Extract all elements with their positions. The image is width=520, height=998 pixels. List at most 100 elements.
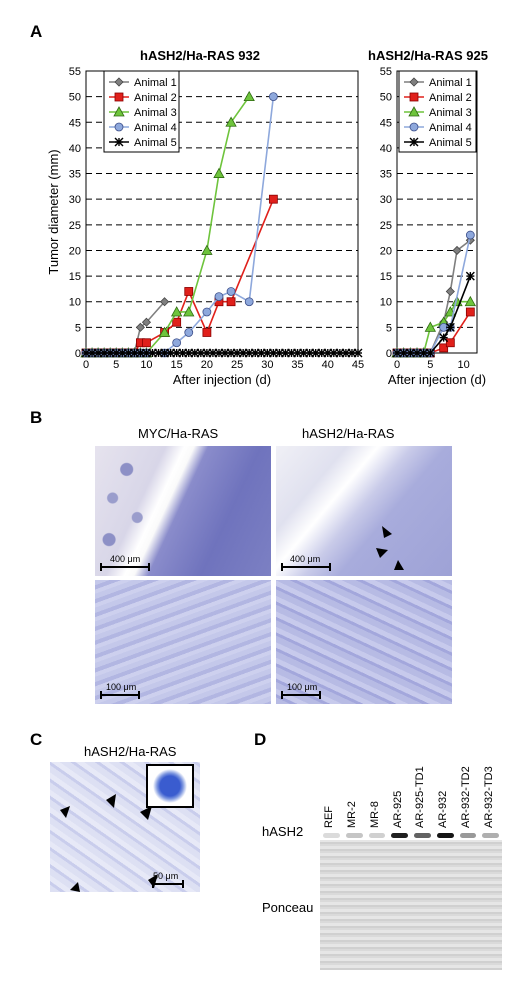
y-tick-label: 10 (69, 297, 81, 309)
series-point-2 (184, 287, 194, 296)
series-point-4 (184, 328, 194, 337)
y-tick-label: 0 (386, 348, 392, 360)
scalebar-400-left-label: 400 μm (110, 554, 141, 564)
series-point-2 (142, 338, 151, 348)
legend-label: Animal 3 (134, 107, 177, 119)
x-tick-label: 20 (201, 359, 213, 371)
inset-nucleus (146, 764, 194, 808)
series-point-3 (213, 167, 225, 178)
legend-label: Animal 2 (429, 92, 472, 104)
y-tick-label: 35 (69, 169, 81, 181)
y-tick-label: 30 (69, 194, 81, 206)
series-point-1 (445, 286, 455, 297)
series-point-2 (172, 317, 182, 327)
legend-marker (114, 122, 124, 132)
y-tick-label: 5 (75, 322, 81, 334)
micrograph-hash2-high (276, 580, 452, 704)
legend-label: Animal 2 (134, 92, 177, 104)
blot-band-label: hASH2 (262, 824, 304, 839)
y-tick-label: 20 (69, 245, 81, 257)
legend-marker (409, 92, 419, 102)
y-tick-label: 20 (380, 245, 392, 257)
series-point-2 (268, 194, 278, 204)
series-point-1 (452, 245, 462, 256)
series-point-3 (464, 295, 477, 307)
legend-label: Animal 5 (429, 137, 472, 149)
y-tick-label: 15 (69, 271, 81, 283)
y-tick-label: 5 (386, 322, 392, 334)
blot-membrane (320, 840, 502, 970)
panel-b-left-title: MYC/Ha-RAS (138, 426, 219, 441)
series-point-2 (439, 343, 449, 353)
x-tick-label: 5 (427, 359, 433, 371)
x-tick-label: 10 (458, 359, 470, 371)
legend-marker (409, 122, 419, 132)
x-tick-label: 45 (352, 359, 364, 371)
y-axis-label: Tumor diameter (mm) (46, 149, 61, 274)
series-point-5 (392, 348, 402, 358)
panel-b-right-title: hASH2/Ha-RAS (302, 426, 395, 441)
legend-label: Animal 3 (429, 107, 472, 119)
blot-lane-label: AR-932-TD3 (482, 766, 495, 828)
scalebar-100-left (100, 691, 140, 699)
x-tick-label: 35 (291, 359, 303, 371)
blot-loading-label: Ponceau (262, 900, 314, 915)
panel-label-d: D (254, 730, 267, 749)
y-tick-label: 45 (380, 117, 392, 129)
chart-932: 0 5 10 15 20 25 30 35 40 45 50 55 0 5 10 15 20 25 30 35 40 45… (46, 66, 364, 387)
blot-lane-label: REF (323, 806, 336, 828)
series-point-2 (202, 328, 212, 337)
blot-bands (320, 831, 502, 841)
blot-band (345, 833, 363, 838)
panel-label-a: A (30, 22, 43, 41)
x-axis-label: After injection (d) (173, 372, 271, 387)
legend-label: Animal 4 (429, 122, 472, 134)
series-point-5 (353, 348, 363, 358)
series-point-4 (226, 287, 236, 296)
series-point-4 (202, 307, 212, 317)
series-point-5 (465, 271, 475, 281)
series-point-2 (226, 297, 236, 307)
blot-lane-label: AR-925 (391, 790, 404, 828)
micrograph-myc-high (95, 580, 271, 704)
scalebar-50 (152, 880, 184, 888)
y-tick-label: 40 (380, 143, 392, 155)
y-tick-label: 55 (69, 66, 81, 78)
scalebar-400-right (281, 563, 331, 571)
scalebar-100-right (281, 691, 321, 699)
legend-marker (114, 77, 124, 87)
chart-title-932: hASH2/Ha-RAS 932 (140, 48, 260, 63)
legend-label: Animal 1 (429, 77, 472, 89)
y-tick-label: 35 (380, 169, 392, 181)
y-tick-label: 25 (380, 220, 392, 232)
series-point-2 (445, 338, 455, 348)
y-tick-label: 45 (69, 117, 81, 129)
y-tick-label: 10 (380, 297, 392, 309)
x-axis-label: After injection (d) (388, 372, 486, 387)
legend-label: Animal 1 (134, 77, 177, 89)
blot-band (436, 833, 454, 838)
series-point-3 (243, 90, 255, 102)
scalebar-400-left (100, 563, 150, 571)
legend-marker (408, 106, 420, 117)
x-tick-label: 30 (261, 359, 273, 371)
legend-marker (409, 77, 419, 87)
blot-band (368, 833, 386, 838)
legend-marker (409, 137, 419, 147)
panel-label-c: C (30, 730, 43, 749)
x-tick-label: 10 (140, 359, 152, 371)
scalebar-100-left-label: 100 μm (106, 682, 137, 692)
blot-band (459, 833, 477, 838)
series-point-2 (465, 307, 475, 317)
series-point-4 (214, 292, 224, 302)
series-point-3 (201, 244, 213, 255)
y-tick-label: 0 (75, 348, 81, 360)
series-point-4 (465, 230, 475, 240)
series-point-3 (158, 326, 171, 337)
series-point-3 (183, 306, 195, 317)
blot-lane-label: AR-925-TD1 (414, 766, 427, 828)
scalebar-100-right-label: 100 μm (287, 682, 318, 692)
legend-marker (114, 137, 124, 147)
arrowheads-b (376, 526, 404, 570)
